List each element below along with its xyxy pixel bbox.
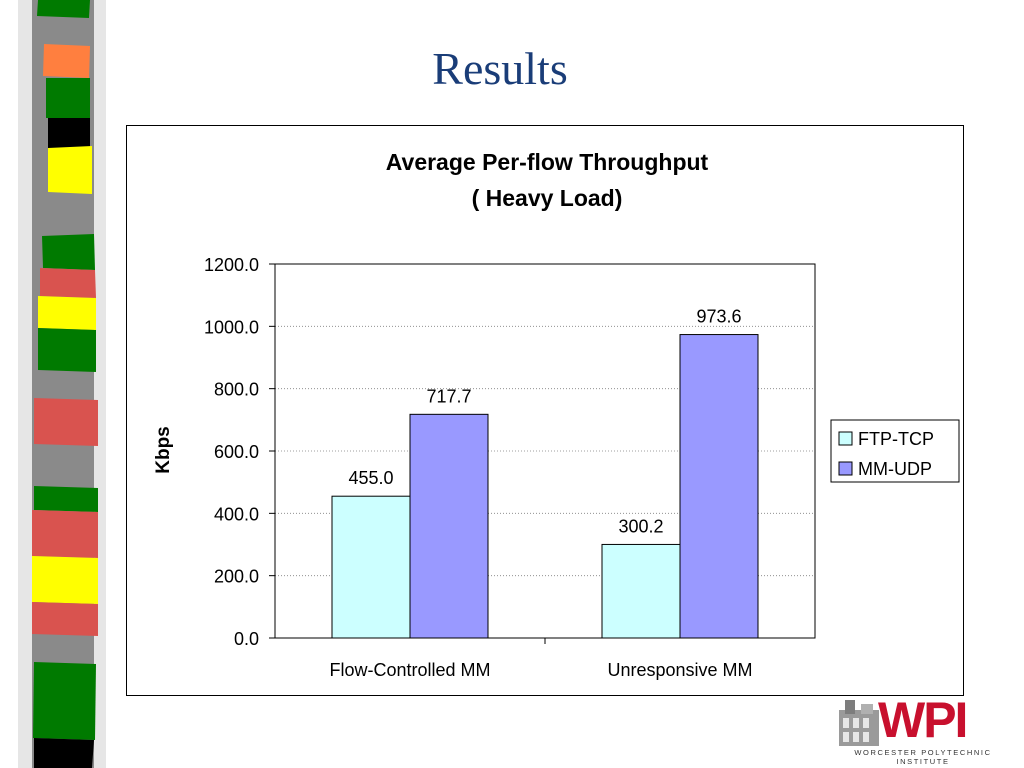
bar-value-label: 717.7 [426, 386, 471, 406]
wpi-logo: WPI WORCESTER POLYTECHNIC INSTITUTE [833, 692, 1013, 766]
bar-ftp-tcp [601, 543, 681, 639]
bar-ftp-tcp [331, 495, 411, 639]
chart-title: Average Per-flow Throughput [386, 149, 709, 175]
y-tick-label: 1000.0 [204, 317, 259, 337]
axes: 0.0 200.0 400.0 600.0 800.0 1000.0 1200.0 Flow-… [204, 255, 816, 680]
y-tick-label: 0.0 [234, 629, 259, 649]
logo-subtitle: WORCESTER POLYTECHNIC INSTITUTE [854, 748, 992, 766]
y-tick-label: 600.0 [214, 442, 259, 462]
x-category-label: Unresponsive MM [607, 660, 752, 680]
y-axis-label: Kbps [153, 426, 174, 474]
building-icon [839, 700, 879, 746]
legend-swatch [838, 461, 853, 476]
bar-chart: Average Per-flow Throughput ( Heavy Load… [153, 149, 960, 680]
chart-frame: Average Per-flow Throughput ( Heavy Load… [126, 125, 964, 696]
y-tick-label: 1200.0 [204, 255, 259, 275]
legend-label: MM-UDP [858, 459, 932, 479]
bar-value-label: 973.6 [696, 307, 741, 327]
logo-wordmark: WPI [878, 692, 968, 748]
bar-value-label: 300.2 [618, 516, 663, 536]
bars: 455.0 717.7 300.2 973.6 [331, 307, 759, 639]
slide-title: Results [432, 43, 568, 94]
x-category-label: Flow-Controlled MM [329, 660, 490, 680]
decorative-color-strip [0, 0, 110, 768]
bar-mm-udp [679, 334, 759, 639]
y-tick-label: 800.0 [214, 380, 259, 400]
y-tick-label: 400.0 [214, 504, 259, 524]
bar-value-label: 455.0 [348, 468, 393, 488]
color-strip-graphic [18, 0, 106, 768]
legend: FTP-TCP MM-UDP [830, 419, 960, 483]
chart-subtitle: ( Heavy Load) [472, 185, 623, 211]
bar-mm-udp [409, 413, 489, 639]
legend-swatch [838, 431, 853, 446]
y-tick-label: 200.0 [214, 567, 259, 587]
legend-label: FTP-TCP [858, 429, 934, 449]
